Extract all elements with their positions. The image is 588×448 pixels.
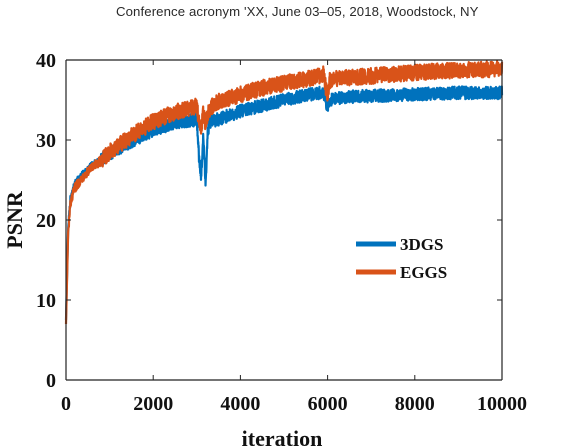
running-header-text: Conference acronym 'XX, June 03–05, 2018… <box>116 4 479 19</box>
series-line-3dgs <box>64 85 504 321</box>
ticks-layer: 0 2000 4000 6000 8000 10000 0 10 20 30 40 <box>36 50 527 415</box>
y-tick-label: 10 <box>36 290 56 312</box>
legend-label-eggs: EGGS <box>400 263 447 282</box>
x-axis-label: iteration <box>242 426 323 448</box>
x-tick-label: 4000 <box>220 393 260 415</box>
axes-layer <box>65 59 503 381</box>
y-tick-label: 0 <box>46 370 56 392</box>
x-tick-label: 8000 <box>395 393 435 415</box>
legend: 3DGS EGGS <box>356 235 447 282</box>
x-tick-label: 2000 <box>133 393 173 415</box>
y-axis-label: PSNR <box>2 190 27 249</box>
running-header: Conference acronym 'XX, June 03–05, 2018… <box>0 0 588 24</box>
y-tick-label: 40 <box>36 50 56 72</box>
y-tick-label: 20 <box>36 210 56 232</box>
x-tick-label: 6000 <box>308 393 348 415</box>
series-line-eggs <box>64 60 504 325</box>
x-tick-label: 10000 <box>477 393 527 415</box>
y-tick-label: 30 <box>36 130 56 152</box>
series-layer <box>64 60 504 325</box>
labels-layer: iteration PSNR <box>2 190 322 448</box>
x-tick-label: 0 <box>61 393 71 415</box>
legend-label-3dgs: 3DGS <box>400 235 443 254</box>
